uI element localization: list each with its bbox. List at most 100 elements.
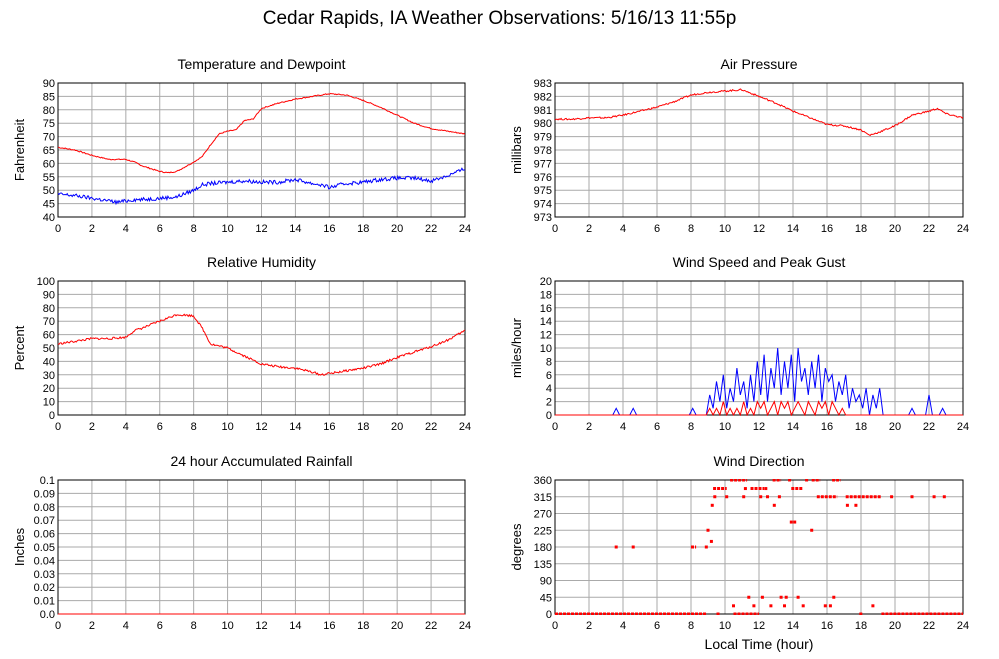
y-tick-label: 0 bbox=[49, 410, 55, 422]
x-tick-label: 10 bbox=[221, 620, 233, 632]
y-tick-label: 975 bbox=[534, 185, 552, 197]
x-tick-label: 14 bbox=[787, 223, 799, 235]
y-tick-label: 10 bbox=[43, 397, 55, 409]
scatter-point bbox=[801, 604, 805, 608]
x-tick-label: 2 bbox=[89, 620, 95, 632]
scatter-point bbox=[942, 495, 946, 499]
plot-frame bbox=[57, 82, 466, 218]
x-tick-label: 16 bbox=[821, 421, 833, 433]
y-tick-label: 70 bbox=[43, 132, 55, 144]
x-tick-label: 22 bbox=[425, 421, 437, 433]
y-axis-label: millibars bbox=[509, 126, 524, 174]
y-tick-label: 980 bbox=[534, 118, 552, 130]
y-tick-label: 40 bbox=[43, 212, 55, 224]
y-tick-label: 4 bbox=[546, 383, 552, 395]
plot-frame bbox=[554, 82, 964, 218]
x-tick-label: 0 bbox=[55, 421, 61, 433]
chart-title: Wind Speed and Peak Gust bbox=[673, 254, 846, 270]
chart-title: 24 hour Accumulated Rainfall bbox=[170, 453, 352, 469]
x-tick-label: 18 bbox=[855, 421, 867, 433]
y-tick-label: 0 bbox=[546, 609, 552, 621]
x-tick-label: 10 bbox=[719, 421, 731, 433]
x-tick-label: 20 bbox=[889, 421, 901, 433]
y-tick-label: 65 bbox=[43, 145, 55, 157]
scatter-point bbox=[779, 595, 783, 599]
x-tick-label: 8 bbox=[191, 223, 197, 235]
x-tick-label: 12 bbox=[255, 421, 267, 433]
y-tick-label: 2 bbox=[546, 397, 552, 409]
scatter-point bbox=[810, 528, 814, 532]
y-tick-label: 981 bbox=[534, 105, 552, 117]
y-tick-label: 135 bbox=[534, 559, 552, 571]
y-tick-label: 8 bbox=[546, 356, 552, 368]
x-tick-label: 24 bbox=[957, 223, 969, 235]
x-tick-label: 8 bbox=[688, 421, 694, 433]
scatter-point bbox=[932, 495, 936, 499]
y-axis-label: Inches bbox=[12, 527, 27, 566]
x-tick-label: 22 bbox=[425, 620, 437, 632]
rainfall-chart: 0 2 4 6 8 10 12 14 16 18 20 22 240.00.010.020.030.04… bbox=[12, 453, 471, 632]
y-tick-label: 20 bbox=[43, 383, 55, 395]
scatter-point bbox=[743, 487, 747, 491]
y-tick-label: 40 bbox=[43, 356, 55, 368]
scatter-point bbox=[760, 595, 764, 599]
x-tick-label: 0 bbox=[552, 620, 558, 632]
chart-title: Wind Direction bbox=[713, 453, 804, 469]
scatter-point bbox=[709, 539, 713, 543]
x-tick-label: 20 bbox=[889, 223, 901, 235]
scatter-point bbox=[796, 595, 800, 599]
y-tick-label: 270 bbox=[534, 509, 552, 521]
y-tick-label: 977 bbox=[534, 158, 552, 170]
air-pressure-chart: 0 2 4 6 8 10 12 14 16 18 20 22 249739749759769779789… bbox=[509, 56, 969, 235]
x-tick-label: 4 bbox=[123, 223, 129, 235]
series-line bbox=[555, 400, 963, 416]
scatter-point bbox=[732, 604, 735, 608]
scatter-point bbox=[631, 545, 635, 549]
scatter-point bbox=[784, 595, 788, 599]
x-tick-label: 18 bbox=[357, 223, 369, 235]
x-tick-label: 6 bbox=[157, 223, 163, 235]
x-tick-label: 24 bbox=[459, 620, 471, 632]
y-tick-label: 60 bbox=[43, 158, 55, 170]
y-axis-label: Percent bbox=[12, 325, 27, 370]
x-tick-label: 8 bbox=[688, 223, 694, 235]
y-tick-label: 90 bbox=[43, 78, 55, 90]
x-tick-label: 4 bbox=[620, 620, 626, 632]
series-line bbox=[58, 167, 465, 206]
y-tick-label: 18 bbox=[540, 289, 552, 301]
y-tick-label: 0.02 bbox=[34, 582, 55, 594]
x-tick-label: 12 bbox=[753, 421, 765, 433]
x-tick-label: 18 bbox=[855, 223, 867, 235]
y-tick-label: 0.06 bbox=[34, 529, 55, 541]
y-tick-label: 976 bbox=[534, 172, 552, 184]
scatter-point bbox=[788, 479, 792, 482]
scatter-series bbox=[555, 479, 963, 615]
scatter-point bbox=[742, 495, 746, 499]
x-tick-label: 18 bbox=[357, 620, 369, 632]
scatter-point bbox=[832, 595, 836, 599]
scatter-point bbox=[614, 545, 618, 549]
y-tick-label: 100 bbox=[37, 276, 55, 288]
x-tick-label: 0 bbox=[552, 421, 558, 433]
x-tick-label: 6 bbox=[654, 223, 660, 235]
scatter-point bbox=[772, 503, 776, 507]
x-tick-label: 12 bbox=[255, 223, 267, 235]
x-tick-label: 24 bbox=[957, 620, 969, 632]
scatter-point bbox=[783, 604, 786, 608]
y-tick-label: 0.08 bbox=[34, 502, 55, 514]
y-tick-label: 80 bbox=[43, 303, 55, 315]
x-tick-label: 4 bbox=[620, 421, 626, 433]
x-tick-label: 6 bbox=[654, 620, 660, 632]
chart-title: Temperature and Dewpoint bbox=[177, 56, 345, 72]
x-tick-label: 10 bbox=[719, 620, 731, 632]
x-tick-label: 0 bbox=[55, 223, 61, 235]
y-tick-label: 0.0 bbox=[40, 609, 55, 621]
scatter-point bbox=[764, 487, 768, 491]
x-tick-label: 16 bbox=[323, 223, 335, 235]
y-tick-label: 360 bbox=[534, 475, 552, 487]
y-tick-label: 0 bbox=[546, 410, 552, 422]
series-line bbox=[555, 347, 963, 416]
x-tick-label: 6 bbox=[157, 421, 163, 433]
y-tick-label: 55 bbox=[43, 172, 55, 184]
x-tick-label: 8 bbox=[688, 620, 694, 632]
